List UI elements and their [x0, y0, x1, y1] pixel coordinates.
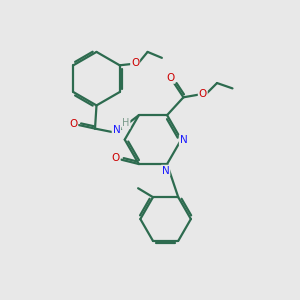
Text: O: O	[131, 58, 139, 68]
Text: N: N	[112, 125, 120, 135]
Text: H: H	[122, 118, 130, 128]
Text: O: O	[199, 89, 207, 99]
Text: O: O	[112, 153, 120, 164]
Text: N: N	[180, 135, 188, 145]
Text: O: O	[69, 119, 77, 129]
Text: N: N	[162, 166, 170, 176]
Text: O: O	[166, 73, 175, 83]
